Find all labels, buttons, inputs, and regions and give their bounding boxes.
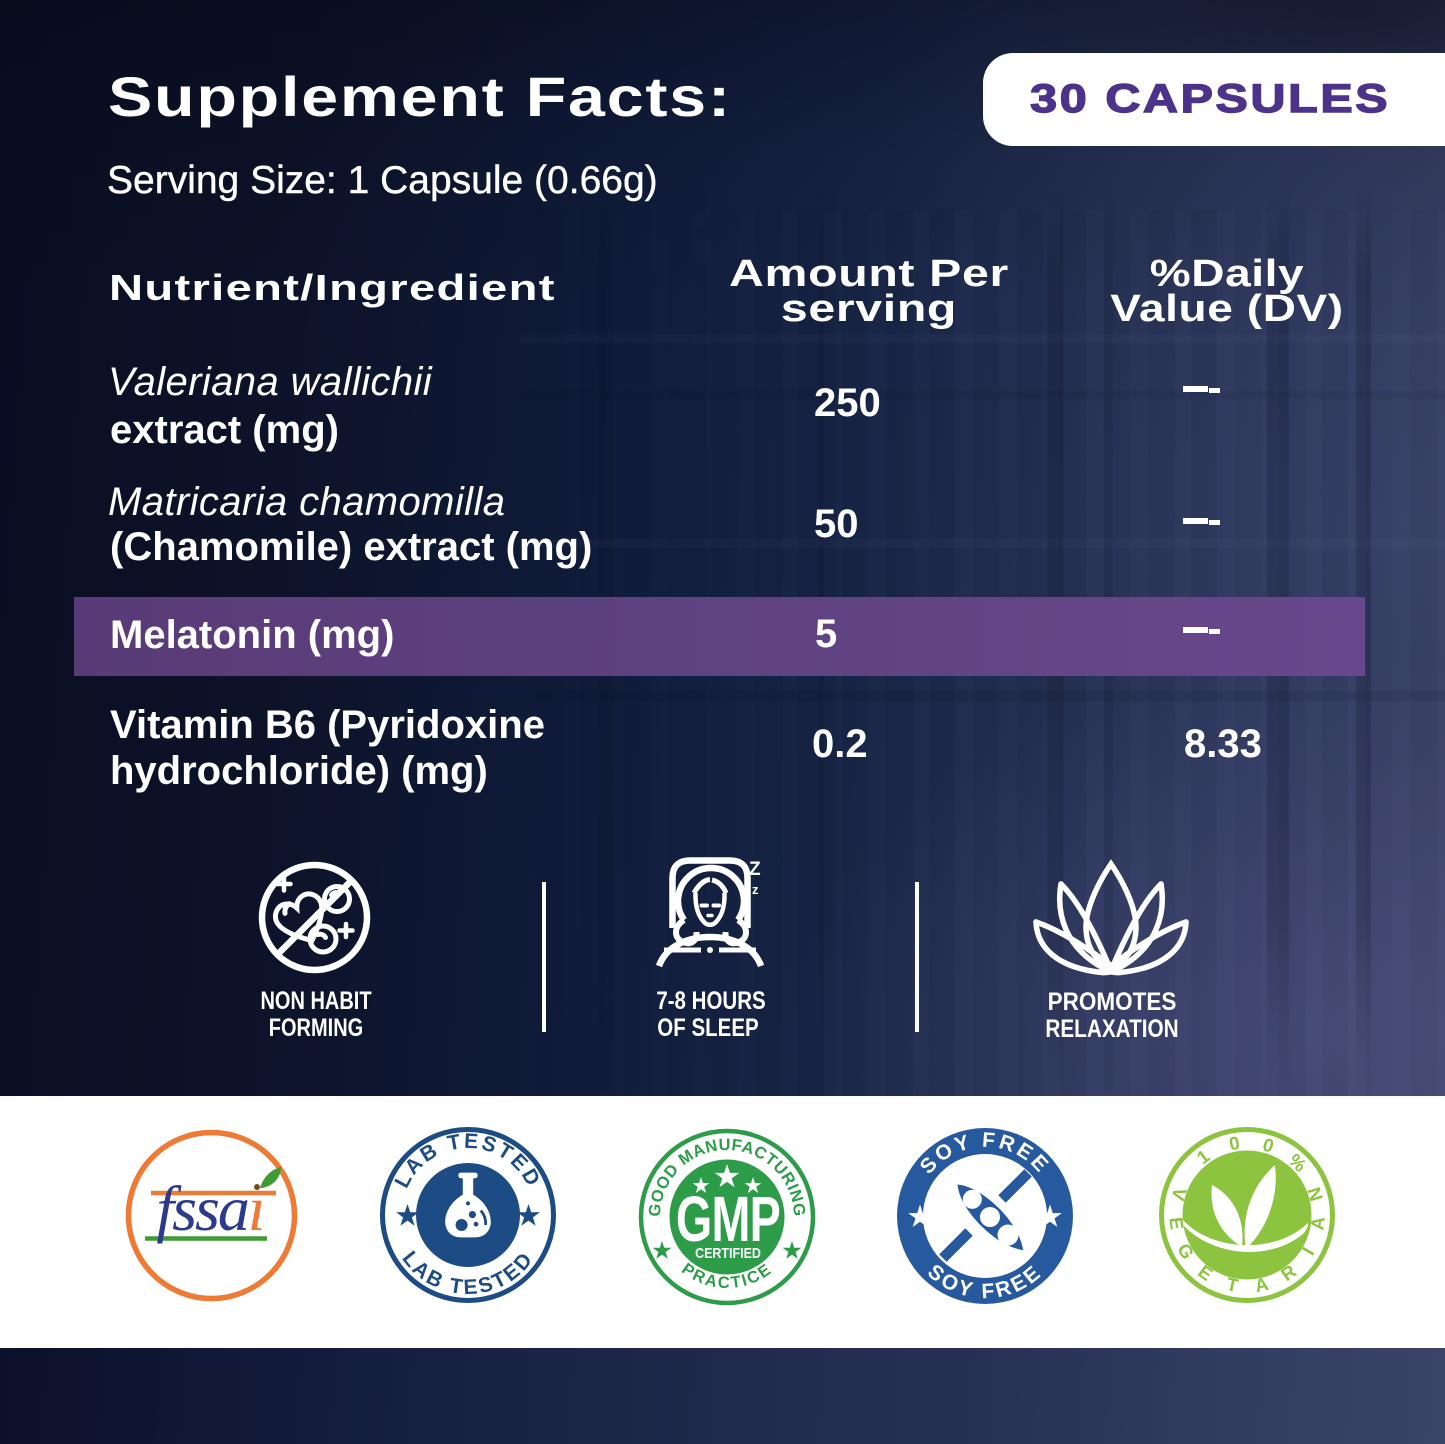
svg-text:CERTIFIED: CERTIFIED (695, 1245, 761, 1261)
svg-text:E: E (1165, 1216, 1187, 1231)
svg-text:T: T (1225, 1273, 1241, 1296)
svg-text:fssaı: fssaı (156, 1173, 263, 1244)
svg-text:GMP: GMP (676, 1183, 780, 1255)
svg-text:N: N (1303, 1185, 1327, 1204)
svg-text:Z: Z (749, 859, 761, 880)
svg-text:0: 0 (1227, 1132, 1241, 1154)
svg-text:A: A (1306, 1216, 1328, 1232)
svg-text:z: z (752, 882, 759, 897)
svg-text:A: A (1253, 1273, 1270, 1296)
